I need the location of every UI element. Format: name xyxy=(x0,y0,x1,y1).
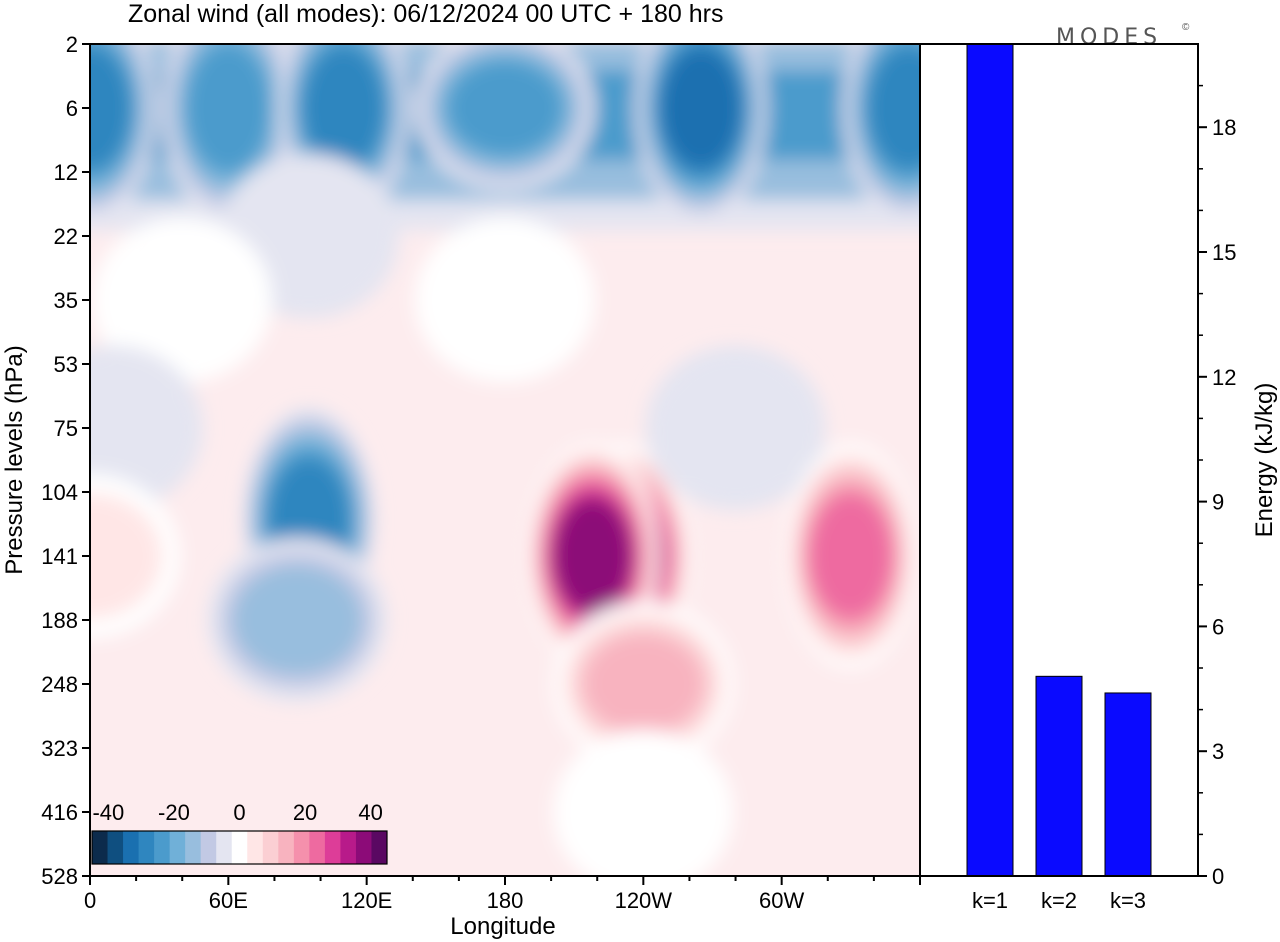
wind-feature-2 xyxy=(302,47,385,169)
wind-feature-17 xyxy=(583,634,704,734)
wind-feature-14 xyxy=(554,500,631,612)
colorbar-label: 40 xyxy=(358,800,382,825)
energy-bar-k=1 xyxy=(966,43,1014,877)
colorbar-swatch xyxy=(309,831,326,864)
energy-axis-label: Energy (kJ/kg) xyxy=(1251,383,1278,538)
energy-tick-label: 18 xyxy=(1212,115,1236,140)
colorbar-swatch xyxy=(340,831,357,864)
energy-tick-label: 6 xyxy=(1212,614,1224,639)
y-tick-label: 35 xyxy=(54,288,78,313)
colorbar-swatch xyxy=(123,831,140,864)
y-axis-label: Pressure levels (hPa) xyxy=(1,345,28,574)
colorbar-swatch xyxy=(216,831,233,864)
y-tick-label: 188 xyxy=(41,608,78,633)
energy-tick-label: 3 xyxy=(1212,739,1224,764)
bar-category-label: k=2 xyxy=(1041,888,1077,913)
colorbar-frame xyxy=(91,830,388,865)
colorbar: -40 -20 0 20 40 xyxy=(91,800,388,865)
y-tick-label: 2 xyxy=(66,32,78,57)
colorbar-swatch xyxy=(262,831,279,864)
wind-feature-9 xyxy=(90,345,204,511)
wind-feature-1 xyxy=(186,44,271,172)
wavenumber-axis: k=1 k=2 k=3 xyxy=(972,888,1146,913)
x-tick-label: 120W xyxy=(615,888,673,913)
energy-tick-label: 9 xyxy=(1212,490,1224,515)
wind-feature-16 xyxy=(810,495,892,617)
chart-title: Zonal wind (all modes): 06/12/2024 00 UT… xyxy=(128,0,723,28)
pressure-axis: 2 6 12 22 35 53 75 104 141 188 248 323 416 528 xyxy=(41,32,90,889)
wind-feature-3 xyxy=(447,61,563,155)
wind-feature-8 xyxy=(415,217,595,383)
energy-axis: 0 3 6 9 12 15 18 xyxy=(1198,84,1236,889)
wind-feature-12 xyxy=(90,493,162,619)
wind-feature-4 xyxy=(661,49,741,167)
colorbar-swatch xyxy=(324,831,341,864)
y-tick-label: 75 xyxy=(54,416,78,441)
colorbar-swatch xyxy=(247,831,264,864)
colorbar-swatch xyxy=(355,831,372,864)
colorbar-label: -40 xyxy=(92,800,124,825)
y-tick-label: 6 xyxy=(66,96,78,121)
x-tick-label: 60W xyxy=(759,888,804,913)
wind-feature-0 xyxy=(90,47,131,169)
x-tick-label: 60E xyxy=(209,888,248,913)
y-tick-label: 53 xyxy=(54,352,78,377)
colorbar-swatch xyxy=(293,831,310,864)
x-tick-label: 180 xyxy=(487,888,524,913)
y-tick-label: 416 xyxy=(41,800,78,825)
energy-bar-k=3 xyxy=(1104,692,1152,877)
colorbar-swatch xyxy=(185,831,202,864)
energy-tick-label: 0 xyxy=(1212,864,1224,889)
x-tick-label: 0 xyxy=(84,888,96,913)
y-tick-label: 141 xyxy=(41,544,78,569)
colorbar-swatch xyxy=(154,831,171,864)
colorbar-swatch xyxy=(107,831,124,864)
colorbar-swatch xyxy=(200,831,217,864)
wind-feature-15 xyxy=(645,345,826,511)
wind-feature-18 xyxy=(553,729,734,876)
x-tick-label: 120E xyxy=(341,888,392,913)
energy-tick-label: 15 xyxy=(1212,240,1236,265)
y-tick-label: 104 xyxy=(41,480,78,505)
wind-feature-11 xyxy=(233,565,362,675)
longitude-axis: 0 60E 120E 180 120W 60W xyxy=(84,876,921,913)
bar-category-label: k=3 xyxy=(1110,888,1146,913)
colorbar-label: -20 xyxy=(158,800,190,825)
brand-copyright-mark: © xyxy=(1182,22,1190,33)
colorbar-label: 0 xyxy=(233,800,245,825)
colorbar-swatch xyxy=(278,831,295,864)
colorbar-swatch xyxy=(371,831,388,864)
y-tick-label: 528 xyxy=(41,864,78,889)
energy-bars xyxy=(966,43,1152,877)
y-tick-label: 248 xyxy=(41,672,78,697)
wind-feature-7 xyxy=(92,217,273,383)
x-axis-label: Longitude xyxy=(450,913,555,940)
y-tick-label: 22 xyxy=(54,224,78,249)
colorbar-label: 20 xyxy=(293,800,317,825)
y-tick-label: 12 xyxy=(54,160,78,185)
y-tick-label: 323 xyxy=(41,736,78,761)
colorbar-swatch xyxy=(92,831,109,864)
colorbar-swatch xyxy=(231,831,248,864)
wind-feature-5 xyxy=(867,47,920,169)
colorbar-swatch xyxy=(169,831,186,864)
energy-bar-k=2 xyxy=(1035,675,1083,877)
energy-tick-label: 12 xyxy=(1212,365,1236,390)
zonal-wind-field xyxy=(90,44,920,876)
bar-category-label: k=1 xyxy=(972,888,1008,913)
colorbar-swatch xyxy=(138,831,155,864)
